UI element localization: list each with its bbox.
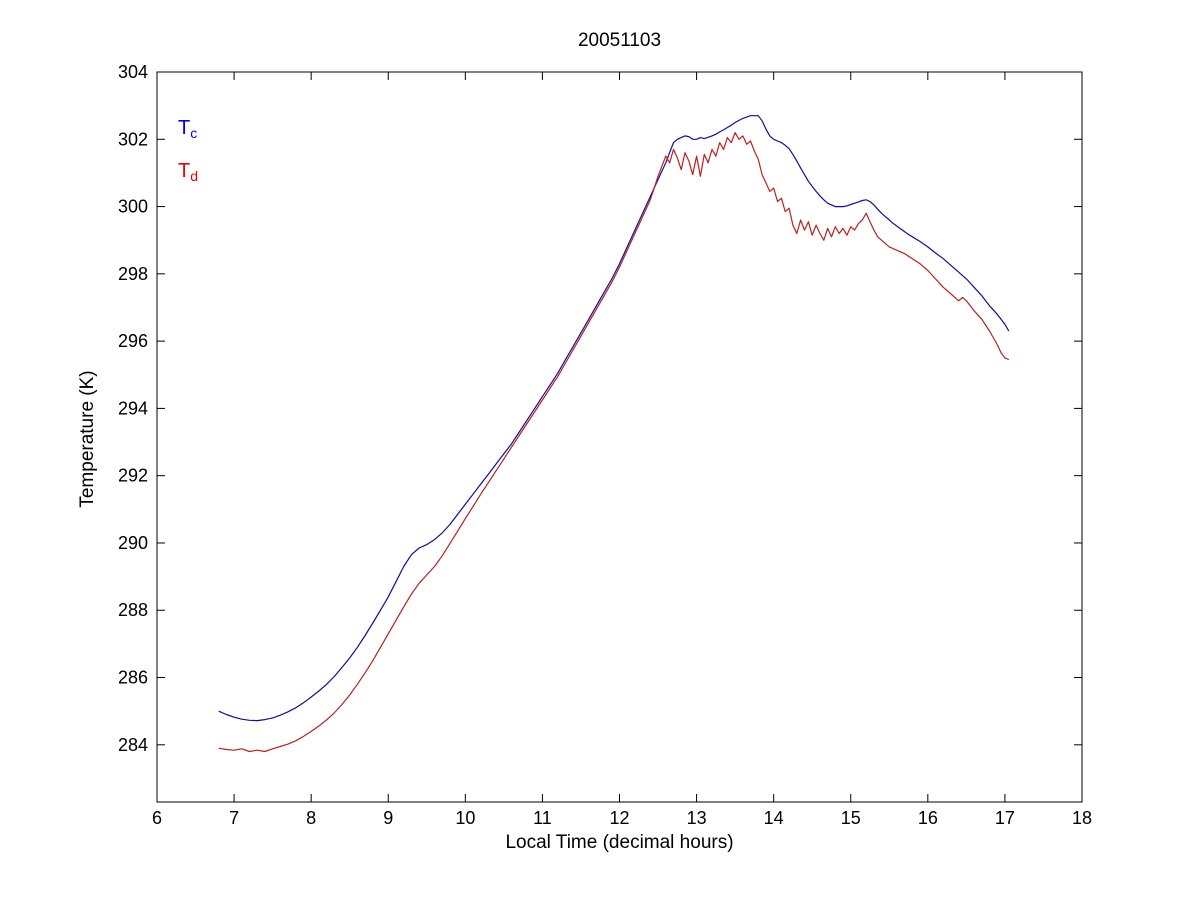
- svg-text:16: 16: [918, 808, 938, 828]
- svg-text:292: 292: [118, 466, 148, 486]
- legend-td-sub: d: [190, 168, 199, 184]
- svg-text:17: 17: [995, 808, 1015, 828]
- svg-text:284: 284: [118, 735, 148, 755]
- series-td-line: [218, 132, 1010, 753]
- svg-text:294: 294: [118, 398, 148, 418]
- svg-text:304: 304: [118, 62, 148, 82]
- y-axis-label: Temperature (K): [77, 370, 98, 508]
- svg-text:12: 12: [609, 808, 629, 828]
- svg-text:8: 8: [306, 808, 316, 828]
- svg-text:11: 11: [533, 808, 552, 828]
- svg-text:10: 10: [455, 808, 475, 828]
- legend-entry-td: Td: [178, 161, 198, 186]
- legend-tc-main: T: [178, 117, 191, 139]
- svg-text:14: 14: [764, 808, 784, 828]
- legend-tc-sub: c: [190, 125, 198, 141]
- svg-text:6: 6: [152, 808, 162, 828]
- svg-text:288: 288: [118, 600, 148, 620]
- svg-text:7: 7: [229, 808, 239, 828]
- plot-title: 20051103: [577, 30, 662, 51]
- svg-text:302: 302: [118, 129, 148, 149]
- y-axis-ticks: [157, 71, 1082, 746]
- svg-text:296: 296: [118, 331, 148, 351]
- legend-td-main: T: [178, 160, 191, 182]
- svg-text:13: 13: [687, 808, 707, 828]
- series-tc-line: [218, 115, 1010, 722]
- svg-text:286: 286: [118, 668, 148, 688]
- svg-text:15: 15: [841, 808, 861, 828]
- y-tick-labels: 284 286 288 290 292 294 296 298 300 302 304: [118, 62, 148, 755]
- x-axis-label: Local Time (decimal hours): [505, 832, 734, 853]
- svg-text:9: 9: [383, 808, 393, 828]
- svg-text:290: 290: [118, 533, 148, 553]
- svg-text:298: 298: [118, 264, 148, 284]
- x-axis-ticks: [156, 72, 1083, 802]
- svg-text:300: 300: [118, 197, 148, 217]
- svg-text:18: 18: [1072, 808, 1092, 828]
- legend-entry-tc: Tc: [178, 118, 197, 143]
- plot-border: [156, 71, 1083, 803]
- x-tick-labels: 6 7 8 9 10 11 12 13 14 15 16 17 18: [152, 808, 1092, 828]
